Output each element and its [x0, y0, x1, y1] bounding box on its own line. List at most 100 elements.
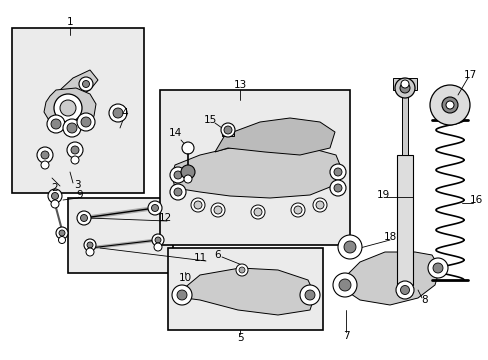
Circle shape	[109, 104, 127, 122]
Circle shape	[67, 123, 77, 133]
Circle shape	[338, 279, 350, 291]
Text: 13: 13	[233, 80, 246, 90]
Text: 4: 4	[122, 108, 128, 118]
Text: 8: 8	[421, 295, 427, 305]
Circle shape	[41, 151, 49, 159]
Circle shape	[67, 142, 83, 158]
Circle shape	[84, 239, 96, 251]
Circle shape	[315, 201, 324, 209]
Circle shape	[170, 184, 185, 200]
Circle shape	[154, 243, 162, 251]
Circle shape	[174, 188, 182, 196]
Text: 1: 1	[66, 17, 73, 27]
Circle shape	[82, 81, 89, 87]
Circle shape	[51, 200, 59, 208]
Circle shape	[81, 117, 91, 127]
Circle shape	[333, 168, 341, 176]
Polygon shape	[182, 268, 314, 315]
Circle shape	[210, 203, 224, 217]
Circle shape	[329, 164, 346, 180]
Circle shape	[250, 205, 264, 219]
Circle shape	[148, 201, 162, 215]
Polygon shape	[60, 70, 98, 98]
Circle shape	[399, 83, 409, 93]
Bar	[222, 128, 234, 136]
Circle shape	[48, 189, 62, 203]
Text: 7: 7	[342, 331, 348, 341]
Text: 15: 15	[203, 115, 216, 125]
Circle shape	[400, 285, 408, 294]
Bar	[68, 198, 173, 273]
Circle shape	[51, 193, 59, 199]
Circle shape	[432, 263, 442, 273]
Circle shape	[47, 115, 65, 133]
Circle shape	[56, 227, 68, 239]
Polygon shape	[172, 145, 339, 198]
Circle shape	[182, 142, 194, 154]
Circle shape	[152, 234, 163, 246]
Circle shape	[312, 198, 326, 212]
Polygon shape	[215, 118, 334, 155]
Text: 2: 2	[52, 183, 58, 193]
Circle shape	[337, 235, 361, 259]
Bar	[396, 155, 412, 285]
Polygon shape	[341, 252, 439, 305]
Circle shape	[151, 204, 158, 212]
Circle shape	[429, 85, 469, 125]
Text: 19: 19	[376, 190, 389, 200]
Circle shape	[333, 184, 341, 192]
Circle shape	[71, 156, 79, 164]
Circle shape	[86, 248, 94, 256]
Text: 11: 11	[193, 253, 206, 263]
Text: 10: 10	[178, 273, 191, 283]
Text: 17: 17	[463, 70, 476, 80]
Circle shape	[79, 77, 93, 91]
Circle shape	[77, 113, 95, 131]
Circle shape	[183, 175, 192, 183]
Circle shape	[170, 167, 185, 183]
Bar	[160, 90, 349, 245]
Bar	[392, 78, 416, 90]
Circle shape	[293, 206, 302, 214]
Circle shape	[445, 101, 453, 109]
Circle shape	[41, 161, 49, 169]
Circle shape	[77, 211, 91, 225]
Circle shape	[441, 97, 457, 113]
Circle shape	[299, 285, 319, 305]
Text: 6: 6	[214, 250, 221, 260]
Circle shape	[174, 171, 182, 179]
Circle shape	[172, 285, 192, 305]
Circle shape	[63, 119, 81, 137]
Circle shape	[253, 208, 262, 216]
Circle shape	[54, 94, 82, 122]
Circle shape	[177, 290, 186, 300]
Circle shape	[290, 203, 305, 217]
Circle shape	[81, 215, 87, 221]
Circle shape	[37, 147, 53, 163]
Circle shape	[181, 165, 195, 179]
Circle shape	[427, 258, 447, 278]
Circle shape	[343, 241, 355, 253]
Text: 3: 3	[74, 180, 80, 190]
Circle shape	[395, 281, 413, 299]
Circle shape	[400, 80, 408, 88]
Circle shape	[239, 267, 244, 273]
Circle shape	[214, 206, 222, 214]
Circle shape	[60, 100, 76, 116]
Text: 9: 9	[77, 190, 83, 200]
Circle shape	[113, 108, 123, 118]
Bar	[401, 90, 407, 155]
Bar	[12, 28, 143, 193]
Polygon shape	[44, 88, 96, 130]
Circle shape	[71, 146, 79, 154]
Circle shape	[51, 119, 61, 129]
Circle shape	[155, 237, 161, 243]
Circle shape	[236, 264, 247, 276]
Circle shape	[394, 78, 414, 98]
Circle shape	[305, 290, 314, 300]
Text: 18: 18	[383, 232, 396, 242]
Text: 16: 16	[468, 195, 482, 205]
Circle shape	[87, 242, 93, 248]
Text: 14: 14	[168, 128, 181, 138]
Circle shape	[59, 237, 65, 243]
